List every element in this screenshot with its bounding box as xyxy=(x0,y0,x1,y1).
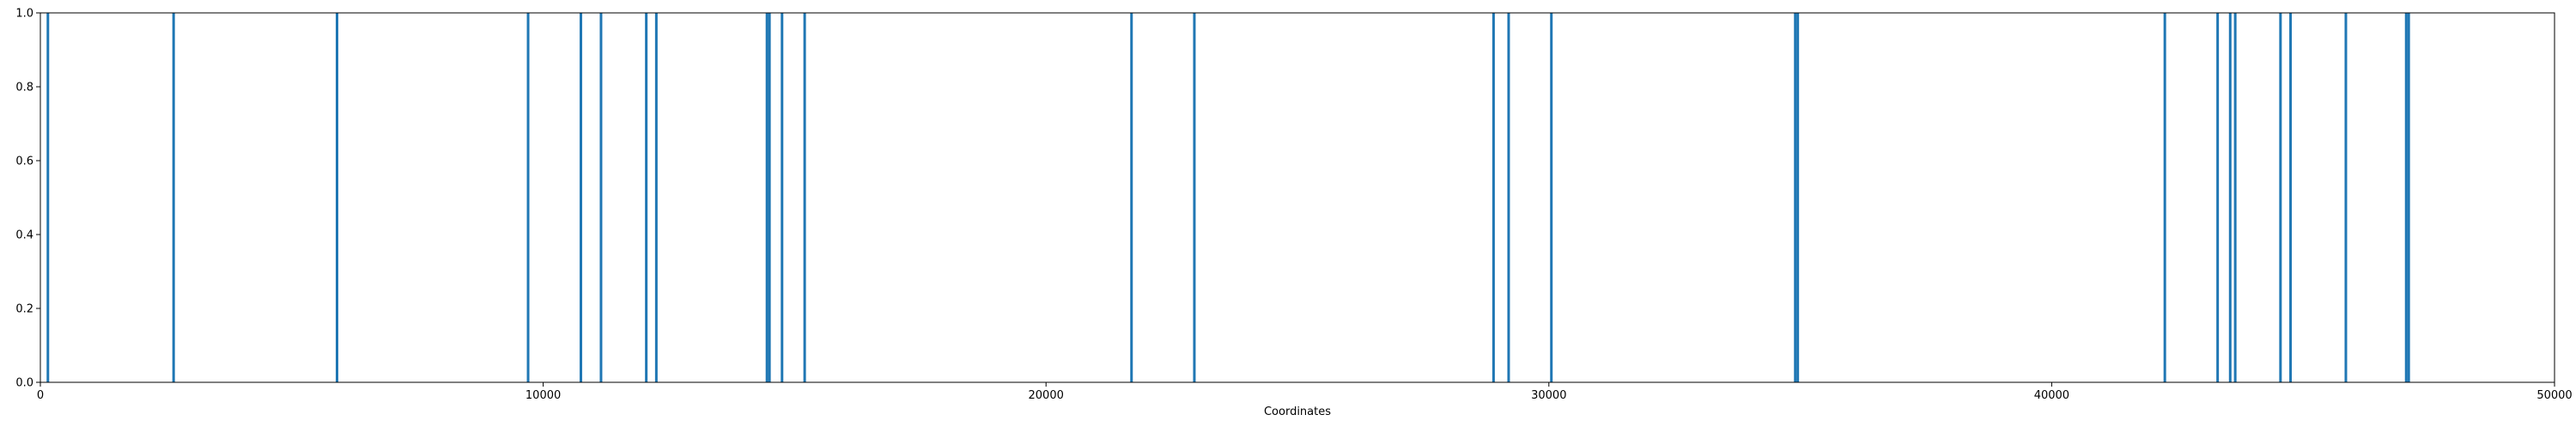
y-tick-label: 0.8 xyxy=(15,82,33,95)
y-tick-label: 0.0 xyxy=(15,377,33,390)
x-tick-label: 10000 xyxy=(526,389,561,402)
bar xyxy=(1130,13,1133,382)
bar xyxy=(2163,13,2166,382)
bar xyxy=(2344,13,2348,382)
bar xyxy=(1193,13,1196,382)
x-tick-label: 40000 xyxy=(2034,389,2069,402)
bar xyxy=(2404,13,2408,382)
y-tick-label: 0.2 xyxy=(15,303,33,316)
bar xyxy=(336,13,339,382)
bar xyxy=(645,13,648,382)
bar xyxy=(1794,13,1797,382)
bar xyxy=(580,13,583,382)
bar xyxy=(2279,13,2282,382)
bar xyxy=(172,13,175,382)
bar xyxy=(2289,13,2293,382)
bar xyxy=(768,13,771,382)
bar xyxy=(2407,13,2410,382)
x-tick-label: 0 xyxy=(37,389,44,402)
bar xyxy=(2233,13,2237,382)
bar xyxy=(1507,13,1510,382)
x-tick-label: 30000 xyxy=(1531,389,1566,402)
bar xyxy=(2216,13,2220,382)
bars-layer xyxy=(46,13,2410,382)
bar xyxy=(781,13,784,382)
bar xyxy=(654,13,658,382)
x-tick-label: 20000 xyxy=(1029,389,1064,402)
bar xyxy=(1492,13,1495,382)
ticks-layer: 0 10000 20000 30000 40000 50000 0.0 0.2 0.4 0.6 0.… xyxy=(15,8,2572,403)
bar xyxy=(599,13,603,382)
bar xyxy=(1550,13,1553,382)
y-tick-label: 0.6 xyxy=(15,156,33,168)
bar xyxy=(1796,13,1800,382)
bar xyxy=(526,13,530,382)
bar xyxy=(2228,13,2232,382)
y-tick-label: 0.4 xyxy=(15,229,33,242)
y-tick-label: 1.0 xyxy=(15,8,33,21)
plot-frame xyxy=(39,12,2555,383)
bar xyxy=(765,13,769,382)
x-tick-label: 50000 xyxy=(2537,389,2572,402)
x-axis-label: Coordinates xyxy=(1264,406,1331,418)
bar xyxy=(803,13,806,382)
bar xyxy=(46,13,50,382)
